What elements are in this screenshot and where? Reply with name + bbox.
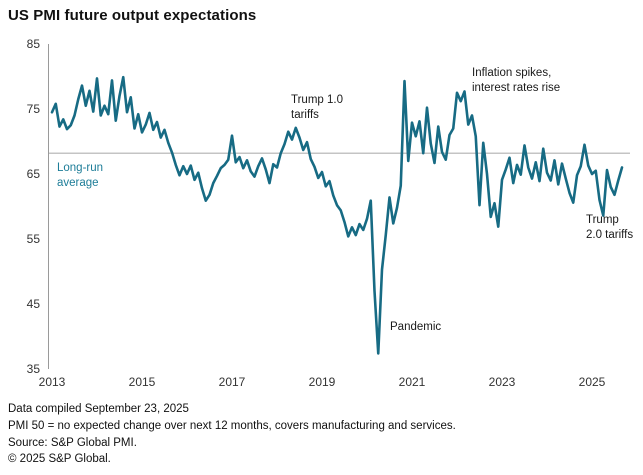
x-tick-2023: 2023: [488, 375, 516, 389]
chart-footer: Data compiled September 23, 2025 PMI 50 …: [8, 401, 456, 468]
annotation-pandemic: Pandemic: [390, 321, 442, 333]
y-tick-65: 65: [26, 167, 40, 181]
x-tick-2015: 2015: [128, 375, 156, 389]
x-tick-2013: 2013: [38, 375, 66, 389]
x-tick-2021: 2021: [398, 375, 426, 389]
y-tick-45: 45: [26, 297, 40, 311]
footer-source: Source: S&P Global PMI.: [8, 436, 137, 449]
annotation-trump-2-0-tariffs: Trump 2.0 tariffs: [586, 214, 634, 241]
y-tick-55: 55: [26, 232, 40, 246]
x-tick-2017: 2017: [218, 375, 246, 389]
pmi-series-line: [50, 75, 624, 355]
footer-copyright: © 2025 S&P Global.: [8, 453, 111, 466]
x-tick-2019: 2019: [308, 375, 336, 389]
y-tick-85: 85: [26, 37, 40, 51]
x-tick-2025: 2025: [578, 375, 606, 389]
annotation-trump-1-0-tariffs: Trump 1.0 tariffs: [291, 94, 343, 121]
footer-data-compiled: Data compiled September 23, 2025: [8, 403, 189, 415]
y-tick-75: 75: [26, 102, 40, 116]
annotation-long-run-average: Long-run average: [57, 162, 104, 189]
y-tick-35: 35: [26, 362, 40, 376]
footer-pmi-definition: PMI 50 = no expected change over next 12…: [8, 419, 456, 432]
chart-title: US PMI future output expectations: [8, 7, 257, 24]
annotation-inflation-spikes: Inflation spikes, interest rates rise: [472, 67, 561, 94]
